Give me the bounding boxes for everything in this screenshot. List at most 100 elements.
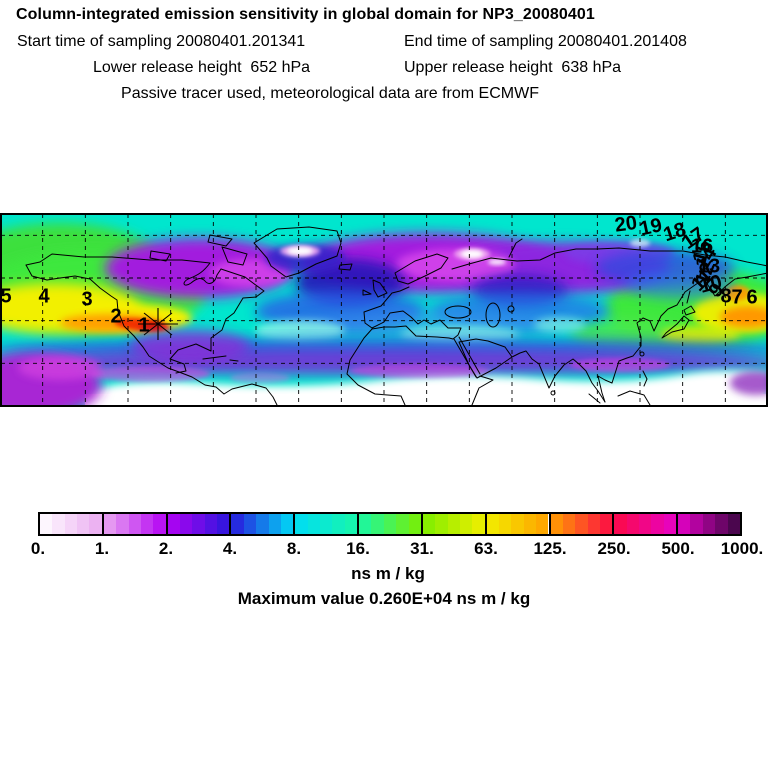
colorbar-segment <box>420 514 485 534</box>
colorbar-cell <box>523 514 537 534</box>
colorbar-unit-label: ns m / kg <box>351 564 425 583</box>
colorbar-cell <box>153 514 166 534</box>
colorbar-tick-label: 1. <box>94 539 110 558</box>
colorbar-cell <box>408 514 421 534</box>
lower-release-label: Lower release height 652 hPa <box>93 59 311 76</box>
colorbar-tick-label: 1000. <box>720 539 764 558</box>
colorbar-cell <box>639 514 652 534</box>
colorbar-cell <box>204 514 218 534</box>
page-title: Column-integrated emission sensitivity i… <box>16 6 595 23</box>
colorbar-cell <box>140 514 154 534</box>
colorbar-tick-label: 125. <box>533 539 567 558</box>
colorbar-tick-label: 63. <box>474 539 498 558</box>
colorbar-cell <box>422 514 436 534</box>
colorbar-segment <box>165 514 230 534</box>
colorbar-cell <box>715 514 728 534</box>
colorbar-cell <box>626 514 640 534</box>
colorbar-cell <box>472 514 485 534</box>
release-location-marker <box>138 308 178 340</box>
colorbar-segment <box>293 514 358 534</box>
colorbar-tick-label: 4. <box>222 539 238 558</box>
colorbar-cell <box>77 514 90 534</box>
colorbar <box>38 512 742 536</box>
colorbar-cell <box>103 514 117 534</box>
start-time-label: Start time of sampling 20080401.201341 <box>17 33 306 50</box>
colorbar-cell <box>486 514 500 534</box>
colorbar-cell <box>167 514 180 534</box>
trajectory-point-label: 16 <box>691 235 713 257</box>
colorbar-cell <box>319 514 333 534</box>
colorbar-cell <box>690 514 703 534</box>
colorbar-cell <box>268 514 281 534</box>
colorbar-tick-label: 500. <box>661 539 695 558</box>
colorbar-tick-label: 31. <box>410 539 434 558</box>
colorbar-segment <box>40 514 102 534</box>
colorbar-cell <box>52 514 65 534</box>
trajectory-point-label: 19 <box>638 214 664 240</box>
colorbar-cell <box>359 514 372 534</box>
colorbar-segment <box>548 514 613 534</box>
colorbar-cell <box>89 514 102 534</box>
colorbar-cell <box>727 514 740 534</box>
colorbar-cell <box>536 514 549 534</box>
colorbar-cell <box>459 514 473 534</box>
trajectory-point-label: 20 <box>613 213 638 237</box>
colorbar-cell <box>243 514 257 534</box>
colorbar-segment <box>357 514 421 534</box>
colorbar-tick-label: 2. <box>158 539 174 558</box>
colorbar-segment <box>484 514 549 534</box>
colorbar-cell <box>40 514 53 534</box>
trajectory-point-label: 5 <box>0 285 11 307</box>
colorbar-cell <box>307 514 320 534</box>
colorbar-cell <box>295 514 308 534</box>
end-time-label: End time of sampling 20080401.201408 <box>404 33 687 50</box>
trajectory-point-label: 6 <box>746 286 757 308</box>
tracer-info-label: Passive tracer used, meteorological data… <box>121 85 539 102</box>
colorbar-segment <box>612 514 677 534</box>
colorbar-cell <box>116 514 129 534</box>
colorbar-cell <box>550 514 563 534</box>
trajectory-point-label: 2 <box>110 305 121 327</box>
colorbar-cell <box>128 514 141 534</box>
trajectory-point-label: 13 <box>698 255 720 277</box>
colorbar-segment <box>229 514 294 534</box>
colorbar-cell <box>651 514 664 534</box>
colorbar-cell <box>678 514 691 534</box>
colorbar-cell <box>702 514 716 534</box>
colorbar-cell <box>217 514 230 534</box>
colorbar-cell <box>64 514 78 534</box>
colorbar-cell <box>280 514 294 534</box>
colorbar-cell <box>447 514 460 534</box>
colorbar-cell <box>371 514 384 534</box>
colorbar-cell <box>587 514 600 534</box>
trajectory-point-label: 1 <box>138 314 149 336</box>
max-value-label: Maximum value 0.260E+04 ns m / kg <box>237 589 531 608</box>
colorbar-cell <box>332 514 345 534</box>
colorbar-cell <box>231 514 244 534</box>
colorbar-cell <box>383 514 397 534</box>
colorbar-ticks: 0. 1. 2. 4. 8. 16. 31. 63. 125. 250. 500. 1000. <box>0 539 768 559</box>
graticule <box>1 214 767 406</box>
colorbar-cell <box>499 514 512 534</box>
colorbar-segment <box>676 514 740 534</box>
colorbar-tick-label: 0. <box>30 539 46 558</box>
colorbar-tick-label: 16. <box>346 539 370 558</box>
colorbar-cell <box>192 514 205 534</box>
colorbar-cell <box>435 514 448 534</box>
upper-release-label: Upper release height 638 hPa <box>404 59 622 76</box>
colorbar-segment <box>101 514 166 534</box>
colorbar-cell <box>511 514 524 534</box>
colorbar-tick-label: 250. <box>597 539 631 558</box>
colorbar-tick-label: 8. <box>286 539 302 558</box>
trajectory-point-label: 4 <box>38 285 50 307</box>
colorbar-cell <box>396 514 409 534</box>
colorbar-cell <box>575 514 588 534</box>
colorbar-cell <box>344 514 358 534</box>
colorbar-cell <box>562 514 576 534</box>
colorbar-cell <box>614 514 627 534</box>
trajectory-point-label: 8 <box>720 285 731 307</box>
map-border <box>0 213 768 407</box>
colorbar-cell <box>256 514 269 534</box>
